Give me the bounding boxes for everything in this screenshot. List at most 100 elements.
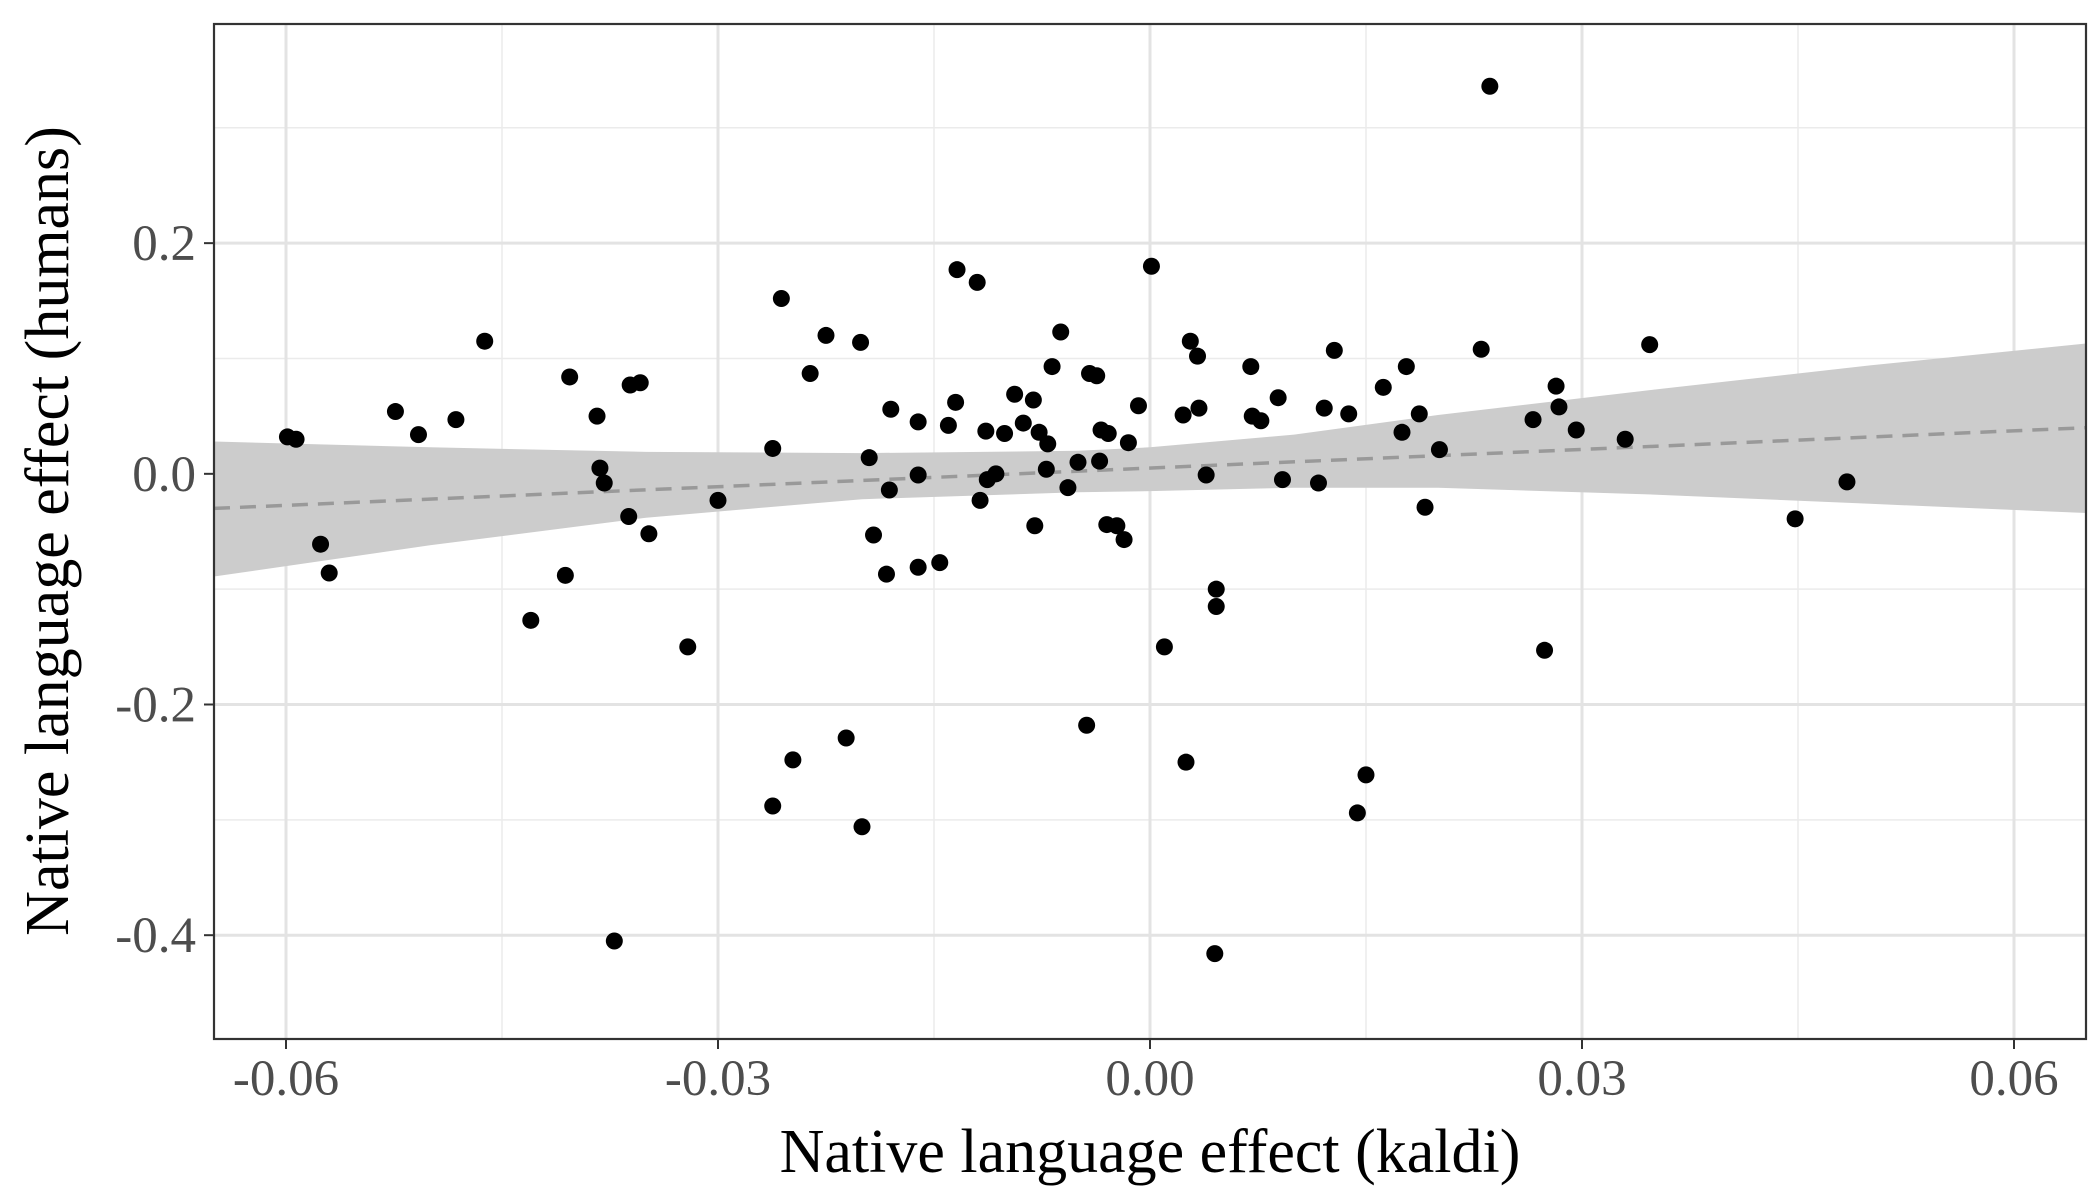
data-point bbox=[1088, 367, 1106, 385]
data-point bbox=[1207, 580, 1225, 598]
data-point bbox=[1043, 358, 1061, 376]
data-point bbox=[1397, 358, 1415, 376]
data-point bbox=[1014, 414, 1032, 432]
data-point bbox=[1030, 423, 1048, 441]
data-point bbox=[1024, 391, 1042, 409]
data-point bbox=[1242, 358, 1260, 376]
data-point bbox=[880, 481, 898, 499]
y-tick-label: 0.2 bbox=[132, 216, 196, 272]
data-point bbox=[1567, 421, 1585, 439]
y-tick-label: 0.0 bbox=[132, 447, 196, 503]
data-point bbox=[1059, 479, 1077, 497]
data-point bbox=[947, 393, 965, 411]
data-point bbox=[640, 525, 658, 543]
data-point bbox=[1091, 452, 1109, 470]
data-point bbox=[1177, 753, 1195, 771]
data-point bbox=[447, 411, 465, 429]
data-point bbox=[852, 333, 870, 351]
fit-line-layer bbox=[213, 425, 2087, 511]
data-point bbox=[1069, 453, 1087, 471]
data-point bbox=[1374, 378, 1392, 396]
data-point bbox=[909, 558, 927, 576]
data-point bbox=[1099, 424, 1117, 442]
data-point bbox=[287, 430, 305, 448]
x-axis-ticks: -0.06 -0.03 0.00 0.03 0.06 bbox=[233, 1039, 2059, 1107]
data-point bbox=[1430, 441, 1448, 459]
data-point bbox=[1340, 405, 1358, 423]
data-point bbox=[1039, 435, 1057, 453]
data-point bbox=[409, 426, 427, 444]
data-point bbox=[1119, 434, 1137, 452]
data-point bbox=[1052, 323, 1070, 341]
data-point bbox=[968, 273, 986, 291]
data-point bbox=[1524, 411, 1542, 429]
data-point bbox=[1269, 389, 1287, 407]
data-point bbox=[1189, 347, 1207, 365]
data-point bbox=[909, 413, 927, 431]
data-point bbox=[1108, 517, 1126, 535]
confidence-band-layer bbox=[214, 343, 2086, 577]
data-point bbox=[1410, 405, 1428, 423]
data-point bbox=[764, 439, 782, 457]
data-point bbox=[620, 508, 638, 526]
confidence-band bbox=[214, 343, 2086, 577]
y-axis-title: Native language effect (humans) bbox=[14, 126, 82, 936]
data-point bbox=[784, 751, 802, 769]
data-point bbox=[1393, 423, 1411, 441]
data-point bbox=[1155, 638, 1173, 656]
data-point bbox=[605, 932, 623, 950]
data-point bbox=[709, 491, 727, 509]
data-point bbox=[1309, 474, 1327, 492]
regression-fit-line bbox=[213, 425, 2087, 511]
data-point bbox=[1207, 597, 1225, 615]
data-point bbox=[939, 416, 957, 434]
x-tick-label: -0.03 bbox=[665, 1051, 771, 1107]
data-point bbox=[476, 332, 494, 350]
data-point bbox=[1357, 766, 1375, 784]
data-point bbox=[1078, 716, 1096, 734]
data-point bbox=[764, 797, 782, 815]
data-point bbox=[877, 565, 895, 583]
data-point bbox=[679, 638, 697, 656]
data-point bbox=[1416, 498, 1434, 516]
data-point bbox=[1026, 517, 1044, 535]
data-point bbox=[837, 729, 855, 747]
data-point bbox=[948, 261, 966, 279]
data-point bbox=[1181, 332, 1199, 350]
data-point bbox=[1252, 412, 1270, 430]
data-point bbox=[1129, 397, 1147, 415]
data-point bbox=[996, 424, 1014, 442]
data-point bbox=[1481, 77, 1499, 95]
data-point bbox=[1838, 473, 1856, 491]
data-point bbox=[1037, 460, 1055, 478]
data-point bbox=[1315, 399, 1333, 417]
data-point bbox=[1174, 406, 1192, 424]
data-point bbox=[1006, 385, 1024, 403]
y-axis-ticks: -0.4 -0.2 0.0 0.2 bbox=[115, 216, 214, 964]
points-layer bbox=[278, 77, 1856, 963]
x-tick-label: 0.03 bbox=[1537, 1051, 1626, 1107]
data-point bbox=[931, 554, 949, 572]
data-point bbox=[1190, 399, 1208, 417]
x-tick-label: -0.06 bbox=[233, 1051, 339, 1107]
data-point bbox=[772, 290, 790, 308]
data-point bbox=[1348, 804, 1366, 822]
data-point bbox=[631, 374, 649, 392]
data-point bbox=[386, 403, 404, 421]
data-point bbox=[1115, 531, 1133, 549]
data-point bbox=[1325, 341, 1343, 359]
x-axis-title: Native language effect (kaldi) bbox=[780, 1118, 1521, 1186]
data-point bbox=[971, 491, 989, 509]
data-point bbox=[1547, 377, 1565, 395]
x-tick-label: 0.06 bbox=[1969, 1051, 2058, 1107]
x-tick-label: 0.00 bbox=[1105, 1051, 1194, 1107]
data-point bbox=[591, 459, 609, 477]
data-point bbox=[1273, 471, 1291, 489]
data-point bbox=[1536, 641, 1554, 659]
data-point bbox=[860, 449, 878, 467]
data-point bbox=[1550, 398, 1568, 416]
data-point bbox=[865, 526, 883, 544]
y-tick-label: -0.2 bbox=[115, 678, 196, 734]
